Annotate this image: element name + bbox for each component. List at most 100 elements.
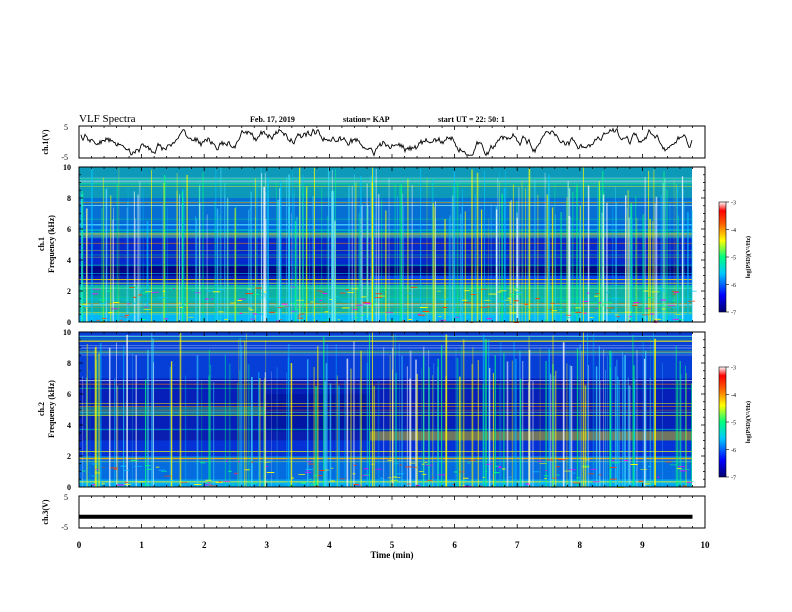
spec-noise (301, 305, 306, 307)
spec-tone-line (79, 347, 692, 349)
spec-streak (366, 207, 368, 322)
spec-streak (98, 353, 100, 487)
spec-tone-line (79, 178, 692, 180)
spec-streak (249, 207, 251, 322)
spec-noise (629, 301, 635, 303)
spec-noise (645, 307, 651, 309)
spec-streak (350, 368, 352, 487)
spec-tone-line (79, 451, 692, 453)
spec-noise (675, 313, 682, 315)
spec-event-line (582, 332, 584, 487)
spec-noise (664, 290, 668, 292)
spec-noise (582, 312, 587, 314)
spec-streak (250, 191, 252, 322)
spec-streak (254, 216, 256, 322)
spec-noise (558, 459, 566, 461)
spec-noise (411, 318, 416, 320)
spec-streak (545, 361, 547, 487)
spec-noise (672, 300, 676, 302)
spec-streak (539, 347, 541, 487)
spec-streak (394, 183, 396, 322)
spec-streak (499, 342, 502, 487)
spec-streak (224, 183, 226, 322)
spec-streak (633, 365, 635, 487)
spec-noise (137, 481, 146, 483)
spec-streak (460, 345, 462, 487)
spec-noise (313, 317, 318, 319)
spec-streak (654, 338, 656, 487)
spec-streak (296, 216, 298, 322)
ch3-wave-ylabel: ch.3(V) (41, 499, 50, 524)
spec-noise (237, 299, 243, 301)
spec-noise (309, 484, 313, 486)
spec-noise (485, 463, 492, 465)
spec-noise (95, 468, 99, 470)
spec-noise (514, 289, 518, 291)
spec-noise (210, 298, 214, 300)
x-tick-label: 9 (640, 540, 645, 550)
spec-streak (587, 333, 589, 487)
spec-streak (377, 380, 380, 487)
spec-streak (396, 196, 398, 322)
spec-streak (576, 348, 579, 487)
spec-streak (685, 373, 687, 487)
spec-noise (432, 476, 435, 478)
y-tick-label: 6 (67, 225, 71, 234)
spec-noise (667, 305, 676, 307)
spec-noise (401, 307, 409, 309)
spec-streak (152, 338, 154, 487)
spec-noise (92, 288, 101, 290)
spec-noise (339, 478, 346, 480)
spec-streak (632, 335, 634, 487)
spec-streak (294, 214, 296, 322)
spec-noise (124, 314, 130, 316)
colorbar-tick-label: -6 (731, 283, 736, 289)
spec-streak (312, 196, 314, 322)
spec-tone-line (79, 202, 692, 204)
spec-noise (427, 479, 433, 481)
spec-streak (518, 187, 520, 322)
spec-noise (614, 314, 619, 316)
spec-streak (226, 197, 229, 322)
spec-noise (648, 297, 654, 299)
spec-streak (653, 332, 654, 487)
spec-noise (611, 460, 615, 462)
spec-noise (410, 286, 418, 288)
spec-noise (679, 470, 687, 472)
spec-streak (681, 176, 684, 322)
spec-noise (113, 301, 120, 303)
spec-noise (544, 319, 549, 321)
spec-streak (334, 220, 336, 322)
spec-noise (633, 302, 639, 304)
spec-streak (511, 360, 513, 487)
spec-noise (611, 310, 616, 312)
spec-streak (685, 365, 686, 487)
spec-noise (571, 472, 576, 474)
spec-streak (331, 191, 333, 322)
spec-tone-line (79, 383, 692, 385)
spec-noise (96, 319, 100, 321)
spec-streak (276, 367, 278, 487)
spec-noise (263, 291, 266, 293)
spec-streak (625, 214, 627, 322)
spec-noise (352, 308, 358, 310)
spec-noise (404, 466, 412, 468)
spec-streak (163, 182, 165, 322)
y-tick-label: 2 (67, 452, 71, 461)
spec-noise (406, 483, 412, 485)
spec-tone-line (79, 483, 692, 485)
spec-streak (584, 385, 587, 487)
spec-noise (623, 460, 629, 462)
spec-noise (525, 483, 530, 485)
spec-noise (651, 291, 659, 293)
spec-noise (379, 477, 384, 479)
spec-streak (359, 206, 361, 322)
spec-streak (579, 344, 581, 487)
spec-streak (611, 206, 614, 322)
spec-noise (551, 477, 557, 479)
spec-noise (238, 461, 241, 463)
spec-streak (133, 191, 135, 322)
spec-streak (169, 366, 171, 487)
spec-streak (415, 359, 417, 487)
spec-streak (652, 169, 655, 322)
